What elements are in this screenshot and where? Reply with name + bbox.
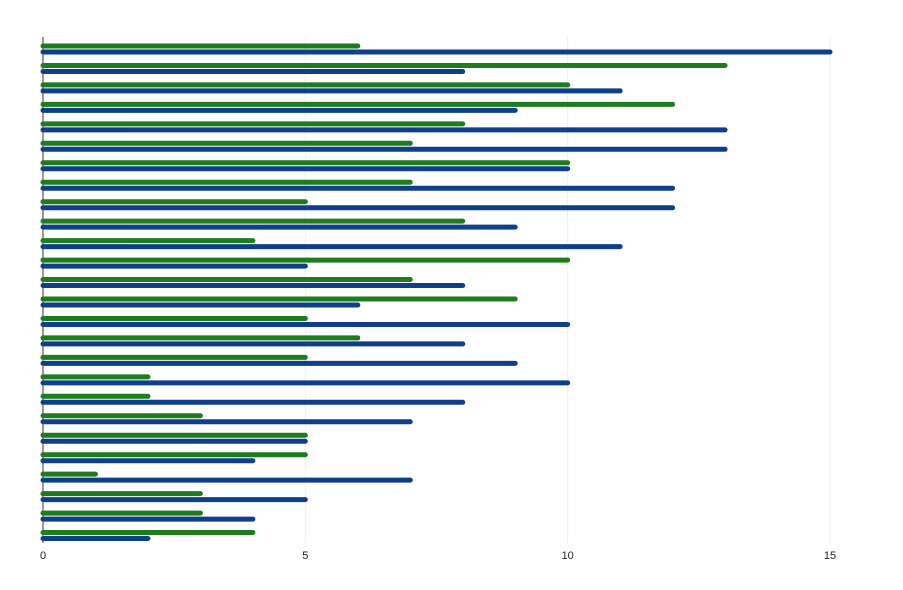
x-tick-label: 0 bbox=[40, 550, 46, 562]
x-tick-label: 5 bbox=[302, 550, 308, 562]
x-tick-label: 15 bbox=[824, 550, 836, 562]
x-tick-label: 10 bbox=[562, 550, 574, 562]
